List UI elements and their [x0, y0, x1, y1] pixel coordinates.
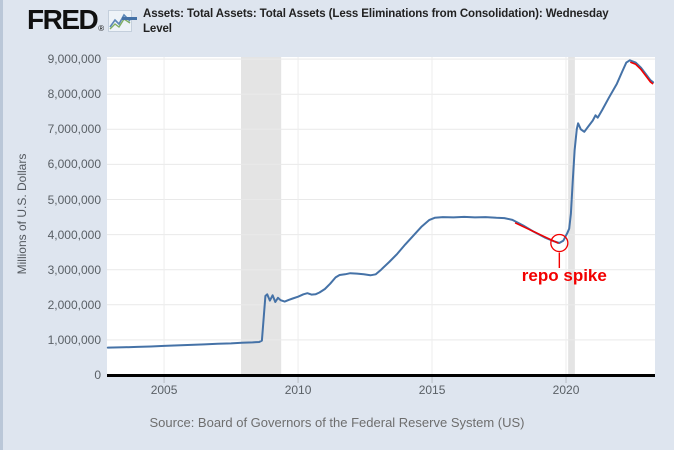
x-axis-tick-label: 2010: [284, 383, 312, 397]
y-axis-tick-label: 5,000,000: [47, 192, 101, 207]
legend-label-line2: Level: [143, 23, 172, 35]
repo-spike-annotation-label: repo spike: [521, 266, 607, 286]
y-axis-tick-label: 7,000,000: [47, 122, 101, 137]
chart-legend[interactable]: Assets: Total Assets: Total Assets (Less…: [122, 7, 635, 37]
y-axis-tick-label: 2,000,000: [47, 297, 101, 312]
y-axis-tick-label: 3,000,000: [47, 262, 101, 277]
annotation-trend-line: [629, 61, 654, 85]
legend-line-swatch: [122, 17, 137, 20]
series-line-total-assets[interactable]: [106, 59, 655, 349]
x-axis-tick-label: 2005: [150, 383, 178, 397]
y-axis-tick-label: 0: [94, 368, 101, 382]
x-axis-line: [107, 374, 655, 377]
x-axis-tick-label: 2015: [418, 383, 446, 397]
fred-sparkline-icon: [108, 10, 133, 32]
registered-trademark-symbol: ®: [98, 24, 105, 33]
fred-logo[interactable]: FRED ®: [27, 4, 133, 35]
source-attribution: Source: Board of Governors of the Federa…: [149, 415, 525, 430]
legend-label: Assets: Total Assets: Total Assets (Less…: [143, 7, 635, 37]
recession-band: [240, 57, 282, 375]
y-axis-tick-label: 6,000,000: [47, 157, 101, 172]
fred-logo-text: FRED: [27, 4, 99, 35]
legend-label-line1: Assets: Total Assets: Total Assets (Less…: [143, 8, 609, 20]
y-axis-tick-label: 8,000,000: [47, 87, 101, 102]
window-edge: [0, 0, 3, 450]
y-axis-tick-label: 1,000,000: [47, 332, 101, 347]
y-axis-tick-label: 4,000,000: [47, 227, 101, 242]
y-axis-tick-label: 9,000,000: [47, 52, 101, 67]
x-axis-tick-label: 2020: [552, 383, 580, 397]
plot-background: [107, 57, 655, 375]
annotation-circle-marker: [550, 233, 569, 253]
